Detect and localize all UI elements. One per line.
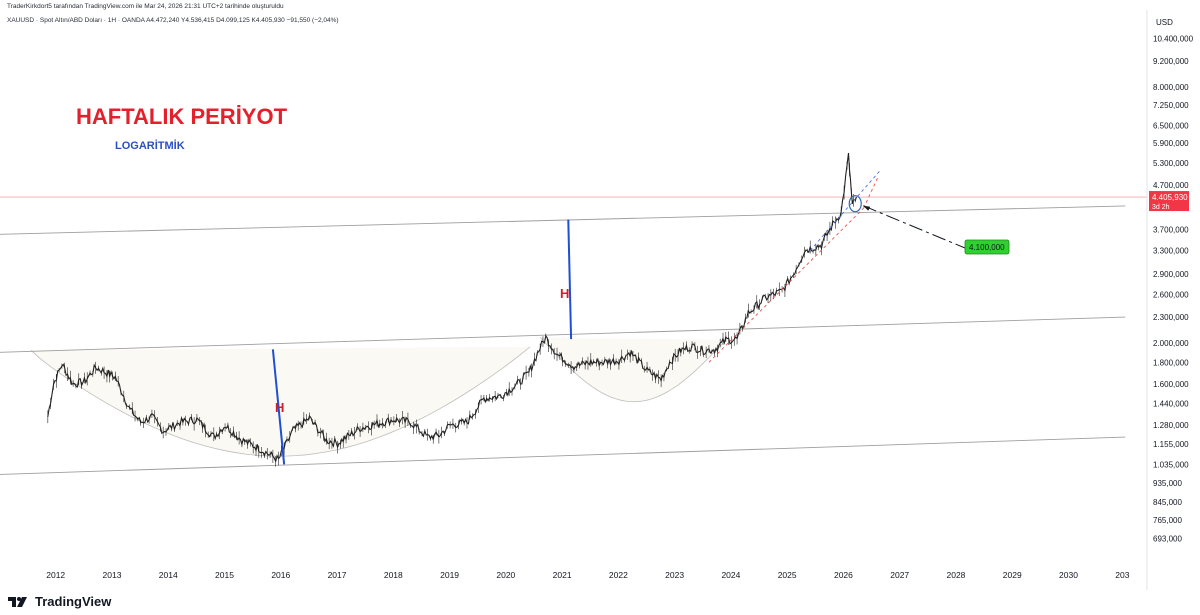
time-tick-label: 2025	[778, 570, 797, 580]
lower-channel-line[interactable]	[0, 436, 1126, 475]
time-tick-label: 203	[1115, 570, 1129, 580]
time-tick-label: 2022	[609, 570, 628, 580]
price-tick-label: 5.900,000	[1153, 139, 1189, 148]
price-tick-label: 935,000	[1153, 479, 1182, 488]
chart-attribution: TraderKirkdort5 tarafından TradingView.c…	[7, 3, 284, 10]
tradingview-logo-icon	[8, 596, 27, 607]
red-trendline-extension	[863, 177, 879, 209]
current-price-label: 4.405,930	[1152, 193, 1188, 202]
time-tick-label: 2029	[1003, 570, 1022, 580]
measure-label-2: H	[560, 286, 569, 301]
price-tick-label: 765,000	[1153, 516, 1182, 525]
price-tick-label: 1.280,000	[1153, 421, 1189, 430]
price-tick-label: 3.700,000	[1153, 225, 1189, 234]
currency-label: USD	[1156, 18, 1173, 27]
chart-subtitle: LOGARİTMİK	[115, 139, 185, 152]
tradingview-brand[interactable]: TradingView	[8, 594, 111, 609]
price-tick-label: 1.800,000	[1153, 358, 1189, 367]
price-tick-label: 845,000	[1153, 498, 1182, 507]
price-tick-label: 693,000	[1153, 534, 1182, 543]
price-tick-label: 1.440,000	[1153, 399, 1189, 408]
time-tick-label: 2021	[553, 570, 572, 580]
price-tick-label: 2.600,000	[1153, 290, 1189, 299]
red-support-trendline[interactable]	[708, 207, 864, 363]
measure-line-1[interactable]	[271, 349, 286, 465]
time-tick-label: 2026	[834, 570, 853, 580]
chart-title: HAFTALIK PERİYOT	[76, 104, 288, 129]
target-badge-label: 4.100,000	[969, 243, 1005, 252]
target-arrow-line	[863, 205, 966, 249]
cup-shading	[30, 346, 530, 457]
price-tick-label: 2.900,000	[1153, 270, 1189, 279]
price-tick-label: 4.700,000	[1153, 181, 1189, 190]
price-tick-label: 1.155,000	[1153, 440, 1189, 449]
time-tick-label: 2015	[215, 570, 234, 580]
time-tick-label: 2028	[947, 570, 966, 580]
time-tick-label: 2017	[328, 570, 347, 580]
time-tick-label: 2019	[440, 570, 459, 580]
time-tick-label: 2014	[159, 570, 178, 580]
tradingview-brand-label: TradingView	[35, 594, 112, 609]
measure-label-1: H	[275, 400, 284, 415]
time-tick-label: 2023	[665, 570, 684, 580]
target-badge[interactable]	[964, 239, 1010, 255]
handle-shading	[540, 337, 726, 402]
measure-line-2[interactable]	[567, 219, 573, 340]
price-tick-label: 2.300,000	[1153, 313, 1189, 322]
time-tick-label: 2030	[1059, 570, 1078, 580]
current-price-badge	[1149, 191, 1189, 212]
price-tick-label: 8.000,000	[1153, 83, 1189, 92]
price-tick-label: 7.250,000	[1153, 101, 1189, 110]
countdown-label: 3d 2h	[1152, 204, 1170, 211]
upper-channel-line[interactable]	[0, 205, 1126, 235]
price-tick-label: 2.000,000	[1153, 339, 1189, 348]
price-tick-label: 9.200,000	[1153, 57, 1189, 66]
price-tick-label: 3.300,000	[1153, 246, 1189, 255]
time-tick-label: 2013	[103, 570, 122, 580]
time-tick-label: 2027	[890, 570, 909, 580]
price-highlight-circle[interactable]	[848, 195, 862, 213]
price-tick-label: 10.400,000	[1153, 35, 1194, 44]
price-tick-label: 1.035,000	[1153, 460, 1189, 469]
time-tick-label: 2018	[384, 570, 403, 580]
time-tick-label: 2016	[271, 570, 290, 580]
price-tick-label: 6.500,000	[1153, 121, 1189, 130]
symbol-info-line: XAUUSD · Spot Altın/ABD Doları · 1H · OA…	[7, 17, 339, 24]
time-tick-label: 2020	[496, 570, 515, 580]
target-arrow-head	[863, 205, 871, 211]
time-tick-label: 2012	[46, 570, 65, 580]
price-tick-label: 5.300,000	[1153, 159, 1189, 168]
neckline-channel-line[interactable]	[0, 316, 1126, 353]
price-tick-label: 1.600,000	[1153, 380, 1189, 389]
time-tick-label: 2024	[721, 570, 740, 580]
